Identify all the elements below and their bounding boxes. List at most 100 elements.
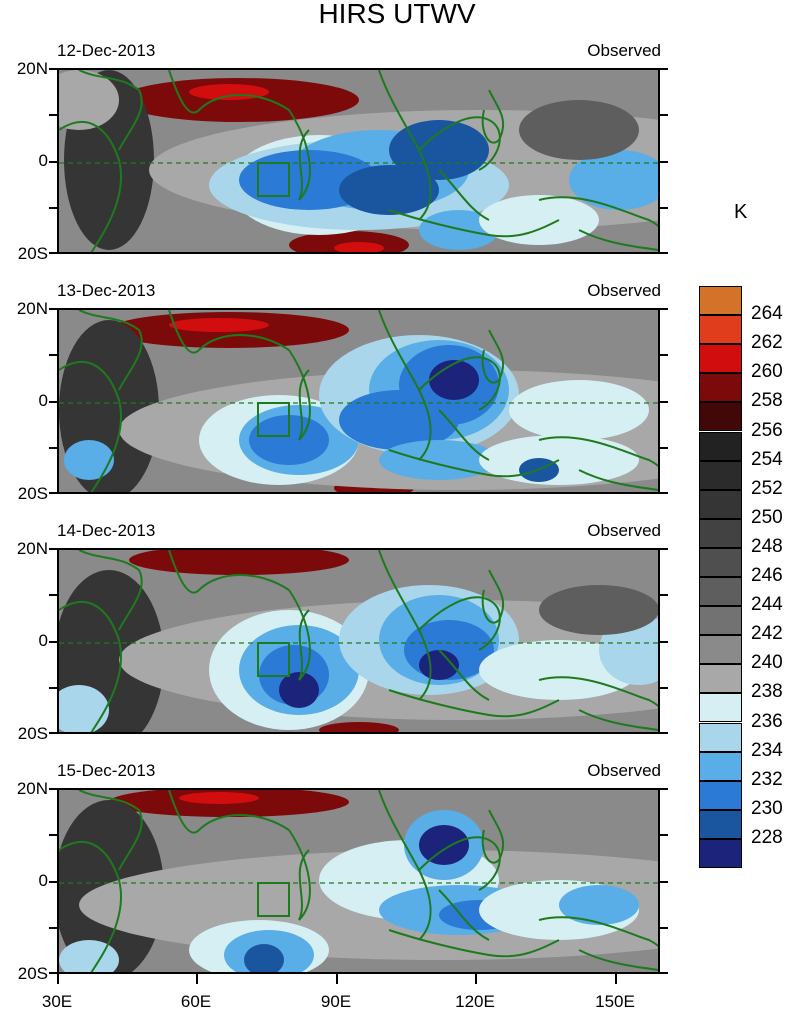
longitude-label: 90E [320, 992, 352, 1011]
coastline [168, 550, 290, 594]
panel-date: 13-Dec-2013 [57, 281, 156, 300]
coastline [418, 356, 501, 411]
coastline [168, 790, 290, 834]
axis-tick [49, 788, 57, 790]
axis-tick [49, 207, 57, 209]
latitude-label: 0 [38, 391, 48, 410]
contour-region [559, 885, 639, 925]
panel-label: Observed [587, 761, 661, 780]
colorbar-label: 230 [751, 797, 783, 819]
contour-region [179, 792, 259, 804]
axis-tick [49, 732, 57, 734]
axis-tick [49, 641, 57, 643]
axis-tick [49, 834, 57, 836]
colorbar-swatch [699, 315, 742, 345]
colorbar-swatch [699, 722, 742, 752]
units-label: K [734, 201, 748, 223]
axis-tick [660, 687, 668, 689]
latitude-label: 20N [16, 59, 48, 78]
panel-label: Observed [587, 281, 661, 300]
axis-tick [660, 972, 668, 974]
coastline [288, 109, 311, 201]
contour-region [279, 672, 319, 708]
colorbar-label: 242 [751, 623, 783, 645]
axis-tick [49, 68, 57, 70]
colorbar-swatch [699, 286, 742, 315]
colorbar-label: 236 [751, 710, 783, 732]
coastline [538, 436, 658, 468]
coastline [481, 89, 505, 144]
latitude-label: 20S [17, 964, 48, 983]
colorbar-label: 240 [751, 652, 783, 674]
longitude-label: 150E [595, 992, 635, 1011]
coastline [288, 589, 311, 681]
coastline [418, 596, 501, 651]
latitude-label: 0 [38, 631, 48, 650]
axis-tick [660, 207, 668, 209]
map-plot [57, 68, 660, 254]
map-plot [57, 308, 660, 494]
coastline [418, 116, 501, 171]
colorbar-label: 250 [751, 506, 783, 528]
coastline [288, 349, 311, 441]
coastline [438, 169, 490, 221]
coastline [481, 809, 505, 864]
coastline [388, 209, 560, 238]
coastline [578, 229, 658, 251]
axis-tick [475, 974, 477, 984]
colorbar-swatch [699, 518, 742, 548]
coastline [59, 360, 122, 492]
axis-tick [49, 401, 57, 403]
colorbar-label: 228 [751, 826, 783, 848]
axis-tick [660, 114, 668, 116]
colorbar-swatch [699, 780, 742, 810]
colorbar-swatch [699, 373, 742, 403]
axis-tick [660, 834, 668, 836]
coastline [78, 310, 143, 391]
contour-region [59, 70, 119, 130]
panel-date: 14-Dec-2013 [57, 521, 156, 540]
colorbar-label: 264 [751, 303, 783, 325]
axis-tick [49, 114, 57, 116]
contour-region [169, 318, 269, 332]
coastline [78, 790, 143, 871]
axis-tick [660, 308, 668, 310]
colorbar-label: 252 [751, 477, 783, 499]
map-plot [57, 788, 660, 974]
contour-region [64, 440, 114, 480]
contour-region [249, 415, 329, 465]
latitude-label: 0 [38, 151, 48, 170]
axis-tick [49, 687, 57, 689]
colorbar-label: 238 [751, 681, 783, 703]
colorbar-swatch [699, 547, 742, 577]
figure-title: HIRS UTWV [318, 0, 476, 29]
contour-region [59, 940, 119, 972]
contour-field [59, 550, 658, 732]
latitude-label: 20S [17, 724, 48, 743]
colorbar-label: 232 [751, 768, 783, 790]
analysis-box [257, 882, 290, 917]
axis-tick [660, 68, 668, 70]
coastline [168, 70, 290, 114]
colorbar-label: 262 [751, 332, 783, 354]
colorbar-swatch [699, 693, 742, 723]
coastline [481, 329, 505, 384]
axis-tick [57, 974, 59, 984]
axis-tick [49, 548, 57, 550]
coastline [578, 469, 658, 491]
colorbar-label: 248 [751, 535, 783, 557]
coastline [438, 889, 490, 941]
contour-region [569, 150, 658, 210]
contour-region [509, 380, 649, 440]
axis-tick [660, 788, 668, 790]
colorbar-swatch [699, 606, 742, 636]
panel-date: 12-Dec-2013 [57, 41, 156, 60]
axis-tick [660, 641, 668, 643]
contour-region [129, 550, 349, 575]
contour-region [334, 242, 384, 252]
contour-region [119, 78, 359, 122]
latitude-label: 20N [16, 299, 48, 318]
coastline [388, 689, 560, 718]
axis-tick [49, 927, 57, 929]
contour-region [419, 825, 469, 865]
